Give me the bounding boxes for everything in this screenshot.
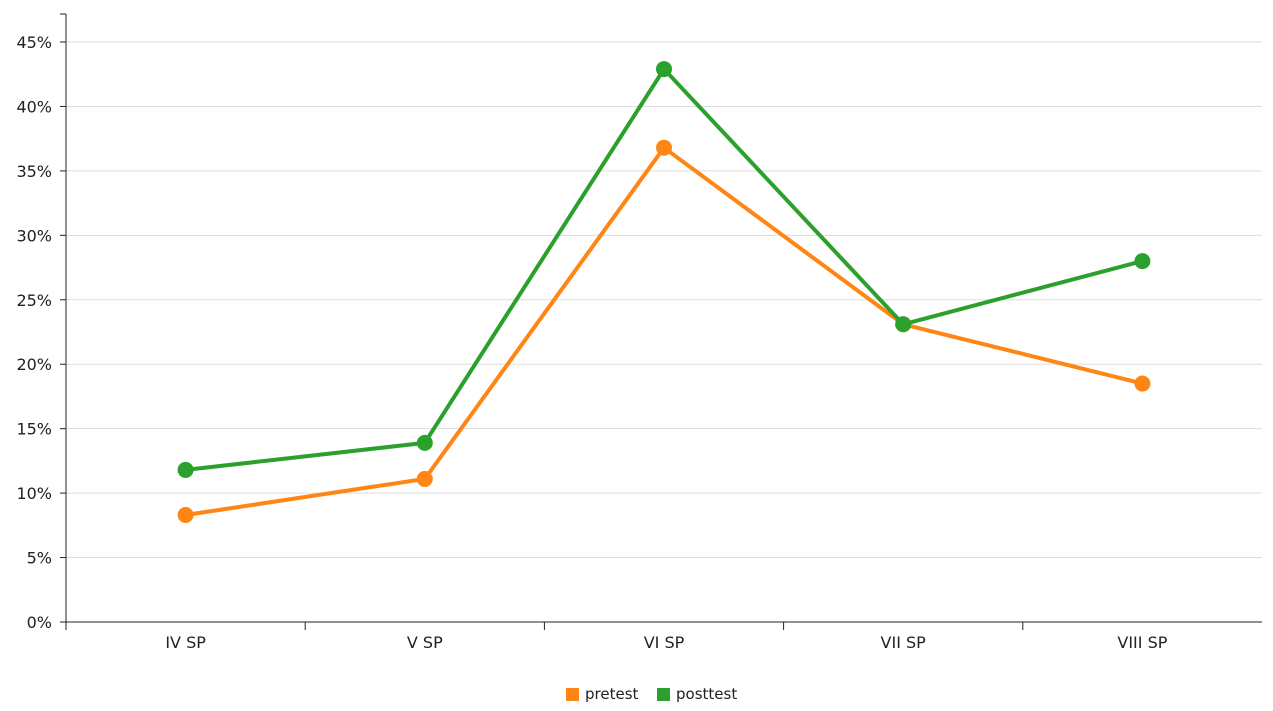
data-point-posttest[interactable]	[656, 61, 672, 78]
data-point-pretest[interactable]	[177, 507, 194, 524]
x-tick-label: VII SP	[881, 633, 927, 652]
legend: pretest posttest	[566, 685, 737, 703]
series-line-posttest	[183, 67, 1145, 472]
series-group	[177, 61, 1151, 524]
x-tick-label: VIII SP	[1117, 633, 1167, 652]
grid-lines	[66, 41, 1262, 559]
y-tick-label: 45%	[16, 33, 52, 52]
data-point-pretest[interactable]	[656, 139, 672, 156]
data-point-posttest[interactable]	[1134, 253, 1151, 270]
x-tick-label: VI SP	[644, 633, 685, 652]
y-tick-label: 30%	[16, 226, 52, 245]
y-tick-label: 0%	[27, 613, 52, 632]
y-axis: 0% 5% 10% 15% 20% 25% 30% 35% 40% 45%	[16, 13, 67, 632]
legend-label-posttest: posttest	[676, 685, 737, 703]
y-tick-label: 40%	[16, 97, 52, 116]
legend-swatch-pretest	[566, 688, 579, 701]
data-point-posttest[interactable]	[177, 461, 194, 478]
data-point-pretest[interactable]	[1134, 375, 1151, 392]
y-tick-label: 10%	[16, 484, 52, 503]
data-point-posttest[interactable]	[416, 434, 433, 451]
y-tick-label: 20%	[16, 355, 52, 374]
legend-swatch-posttest	[657, 688, 670, 701]
x-axis: IV SP V SP VI SP VII SP VIII SP	[66, 621, 1262, 652]
x-tick-label: IV SP	[165, 633, 206, 652]
data-point-pretest[interactable]	[416, 470, 433, 487]
x-tick-label: V SP	[407, 633, 443, 652]
y-tick-label: 25%	[16, 291, 52, 310]
series-line-pretest	[183, 145, 1145, 518]
y-tick-label: 15%	[16, 420, 52, 439]
legend-label-pretest: pretest	[585, 685, 639, 703]
data-point-posttest[interactable]	[895, 316, 912, 333]
y-tick-label: 35%	[16, 162, 52, 181]
y-tick-label: 5%	[27, 549, 52, 568]
